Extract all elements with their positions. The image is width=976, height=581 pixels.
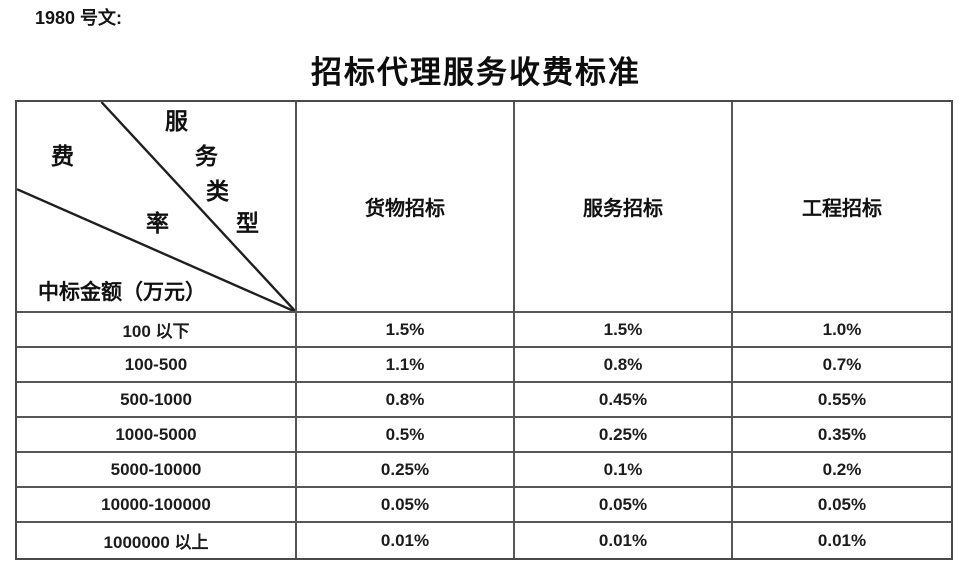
col-header-engineering-bidding: 工程招标 [733,102,951,313]
corner-label-rate-char-2: 率 [146,211,169,236]
col-header-goods-bidding: 货物招标 [297,102,515,313]
fee-standard-table: 服 务 类 型 费 率 中标金额（万元） 货物招标 服务招标 工程招标 100 … [15,100,953,560]
fee-value: 0.25% [515,418,733,453]
fee-value: 0.8% [515,348,733,383]
row-label-over-1000000: 1000000 以上 [17,523,297,558]
fee-value: 0.01% [297,523,515,558]
corner-header-cell: 服 务 类 型 费 率 中标金额（万元） [17,102,297,313]
fee-value: 1.1% [297,348,515,383]
fee-value: 0.05% [297,488,515,523]
diagonal-line-lower [17,188,295,311]
row-label-1000-5000: 1000-5000 [17,418,297,453]
row-label-10000-100000: 10000-100000 [17,488,297,523]
fee-value: 0.55% [733,383,951,418]
fee-value: 0.05% [733,488,951,523]
fee-value: 0.25% [297,453,515,488]
diagonal-line-upper [100,102,295,311]
page-title: 招标代理服务收费标准 [311,55,641,90]
corner-label-service-type-char-3: 类 [206,179,229,204]
fee-value: 0.7% [733,348,951,383]
row-label-5000-10000: 5000-10000 [17,453,297,488]
col-header-service-bidding: 服务招标 [515,102,733,313]
row-label-under-100: 100 以下 [17,313,297,348]
fee-value: 0.45% [515,383,733,418]
fee-value: 1.0% [733,313,951,348]
fee-value: 1.5% [297,313,515,348]
corner-label-service-type-char-4: 型 [236,211,259,236]
corner-label-rate-char-1: 费 [51,144,74,169]
row-label-100-500: 100-500 [17,348,297,383]
corner-label-service-type-char-2: 务 [195,144,218,169]
fee-value: 0.05% [515,488,733,523]
fee-value: 0.01% [817,530,867,550]
fee-value: 1.5% [515,313,733,348]
fee-value: 0.01% [515,523,733,558]
diagonal-split-lines [17,102,295,311]
fee-value: 0.2% [733,453,951,488]
fee-value: 0.8% [297,383,515,418]
corner-label-service-type-char-1: 服 [165,109,188,134]
fee-value: 0.1% [515,453,733,488]
row-label-500-1000: 500-1000 [17,383,297,418]
fee-value: 0.35% [733,418,951,453]
fee-value: 0.5% [297,418,515,453]
doc-reference-number: 1980 号文: [35,8,123,28]
corner-row-axis-label: 中标金额（万元） [38,280,206,304]
